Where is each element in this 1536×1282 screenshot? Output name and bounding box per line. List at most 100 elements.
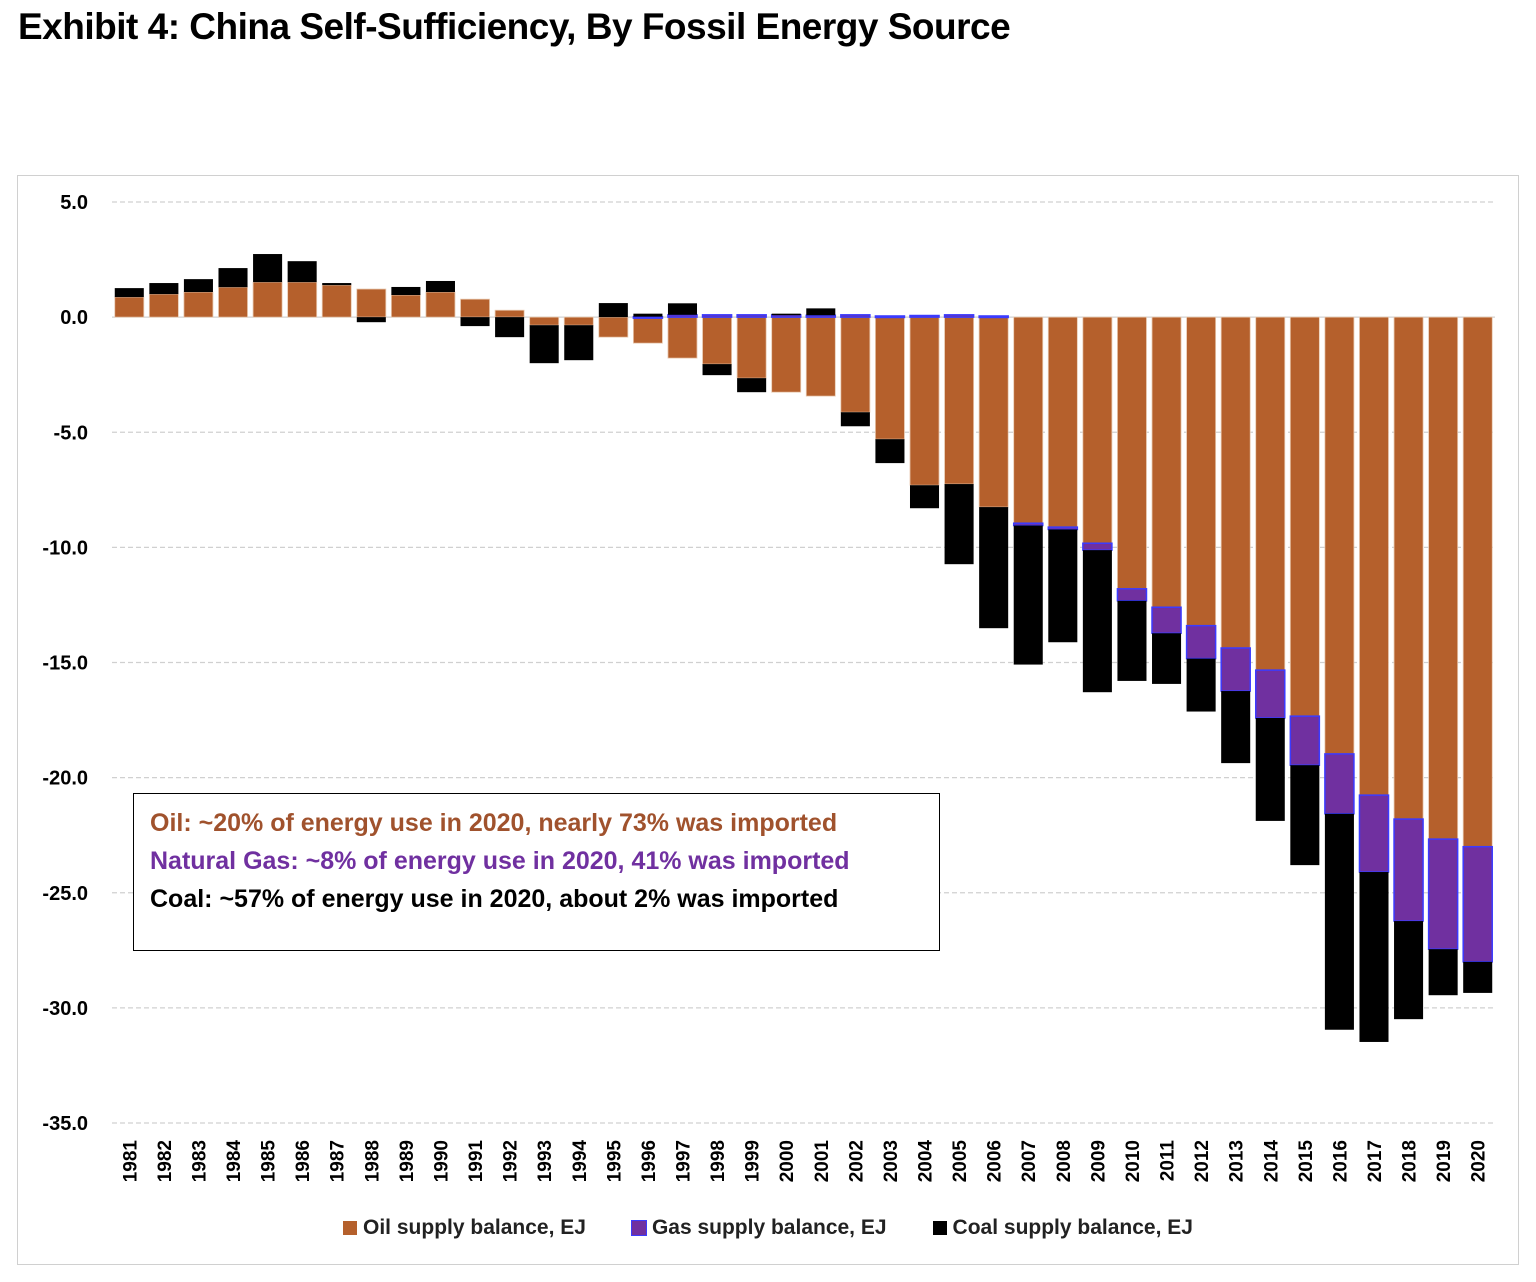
bar-coal-1994 — [564, 325, 594, 361]
bar-oil-1985 — [252, 281, 283, 318]
bar-coal-1986 — [287, 261, 317, 283]
y-tick-label: -35.0 — [42, 1113, 88, 1135]
x-tick-label: 2016 — [1330, 1140, 1351, 1182]
bar-oil-1994 — [563, 316, 594, 326]
x-tick-label: 1989 — [397, 1140, 418, 1182]
y-tick-label: 0.0 — [60, 307, 88, 329]
bar-oil-1993 — [529, 316, 560, 326]
x-tick-label: 1996 — [639, 1140, 660, 1182]
bar-coal-2004 — [909, 485, 940, 509]
bar-coal-2000 — [771, 313, 801, 316]
x-tick-label: 2019 — [1434, 1140, 1455, 1182]
bar-oil-2020 — [1462, 316, 1493, 848]
bar-coal-1991 — [460, 317, 490, 327]
x-tick-label: 2018 — [1400, 1140, 1421, 1182]
x-tick-label: 1999 — [743, 1140, 764, 1182]
x-tick-label: 2014 — [1261, 1140, 1282, 1183]
bar-coal-2013 — [1221, 691, 1251, 764]
bar-oil-1995 — [598, 316, 629, 338]
legend-swatch-gas — [630, 1220, 647, 1236]
bar-coal-2001 — [806, 308, 836, 316]
bar-gas-2007 — [1012, 522, 1044, 527]
x-tick-label: 2011 — [1158, 1140, 1179, 1182]
bar-gas-2012 — [1185, 624, 1217, 660]
bar-oil-1982 — [148, 293, 179, 318]
bar-oil-1988 — [356, 288, 387, 318]
bar-coal-1981 — [114, 288, 144, 298]
x-tick-label: 2008 — [1054, 1140, 1075, 1182]
bar-coal-2008 — [1048, 529, 1078, 643]
annotation-oil: Oil: ~20% of energy use in 2020, nearly … — [150, 809, 838, 837]
bar-oil-2002 — [840, 316, 871, 413]
y-tick-label: -5.0 — [54, 422, 88, 444]
bar-oil-2017 — [1359, 316, 1389, 796]
bar-coal-2017 — [1359, 872, 1389, 1042]
x-tick-label: 1990 — [431, 1140, 452, 1182]
bar-oil-1987 — [321, 284, 352, 318]
bar-gas-2014 — [1254, 669, 1286, 719]
bar-coal-1992 — [495, 317, 525, 338]
bar-oil-2015 — [1289, 316, 1320, 717]
bar-gas-2002 — [840, 314, 871, 318]
bar-oil-1998 — [702, 316, 732, 365]
bar-gas-2008 — [1047, 526, 1079, 531]
bar-oil-2014 — [1255, 316, 1286, 671]
x-tick-label: 2010 — [1123, 1140, 1144, 1182]
bar-oil-2005 — [944, 316, 975, 485]
x-tick-label: 2020 — [1469, 1140, 1490, 1182]
bar-coal-2020 — [1463, 961, 1493, 993]
bar-oil-2018 — [1393, 316, 1424, 820]
bar-gas-1997 — [667, 314, 698, 318]
bar-gas-2020 — [1462, 845, 1493, 963]
bar-coal-1985 — [253, 254, 283, 283]
bar-coal-1995 — [598, 303, 628, 318]
bar-coal-1998 — [702, 364, 732, 376]
bar-coal-1996 — [633, 313, 663, 317]
x-tick-label: 1982 — [155, 1140, 176, 1182]
x-tick-label: 1985 — [259, 1140, 280, 1183]
bar-oil-2007 — [1013, 316, 1044, 524]
x-tick-label: 2000 — [777, 1140, 798, 1182]
x-tick-label: 1993 — [535, 1140, 556, 1182]
page-title: Exhibit 4: China Self-Sufficiency, By Fo… — [18, 6, 1011, 47]
bar-gas-2009 — [1082, 542, 1113, 551]
bar-oil-1984 — [218, 286, 248, 318]
x-tick-label: 2001 — [812, 1140, 833, 1183]
bar-coal-2006 — [979, 507, 1009, 629]
legend: Oil supply balance, EJ Gas supply balanc… — [0, 1216, 1536, 1240]
legend-label-coal: Coal supply balance, EJ — [952, 1216, 1193, 1239]
bar-coal-1999 — [737, 378, 767, 393]
legend-swatch-coal — [932, 1221, 947, 1235]
annotation-box: Oil: ~20% of energy use in 2020, nearly … — [133, 793, 940, 951]
x-tick-label: 2009 — [1088, 1140, 1109, 1182]
bar-coal-1982 — [149, 283, 179, 295]
x-tick-label: 2007 — [1019, 1140, 1040, 1182]
x-tick-label: 2005 — [950, 1140, 971, 1183]
bar-coal-2007 — [1013, 525, 1043, 665]
bar-oil-1999 — [736, 316, 767, 379]
x-tick-label: 2013 — [1227, 1140, 1248, 1182]
bar-coal-2016 — [1324, 813, 1354, 1030]
annotation-gas: Natural Gas: ~8% of energy use in 2020, … — [150, 847, 850, 875]
bar-oil-2000 — [771, 316, 802, 393]
x-tick-label: 2003 — [881, 1140, 902, 1182]
bar-coal-2015 — [1290, 765, 1320, 866]
bar-coal-1990 — [425, 280, 455, 293]
bar-oil-2019 — [1428, 316, 1459, 840]
bar-coal-1984 — [218, 268, 248, 288]
y-tick-label: -20.0 — [42, 768, 88, 790]
x-tick-label: 1994 — [570, 1140, 591, 1183]
bar-gas-2016 — [1324, 753, 1355, 815]
bar-gas-2015 — [1289, 715, 1321, 766]
x-tick-label: 2002 — [846, 1140, 867, 1182]
x-tick-label: 1984 — [224, 1140, 245, 1183]
bar-gas-2013 — [1220, 647, 1251, 692]
x-tick-label: 1981 — [120, 1140, 141, 1183]
bar-gas-2004 — [909, 314, 940, 318]
bar-oil-1983 — [183, 291, 214, 318]
x-tick-label: 2017 — [1365, 1140, 1386, 1182]
x-tick-label: 1992 — [501, 1140, 522, 1182]
x-tick-label: 1983 — [189, 1140, 210, 1182]
bar-oil-1997 — [667, 316, 698, 359]
bar-oil-1989 — [390, 294, 421, 318]
